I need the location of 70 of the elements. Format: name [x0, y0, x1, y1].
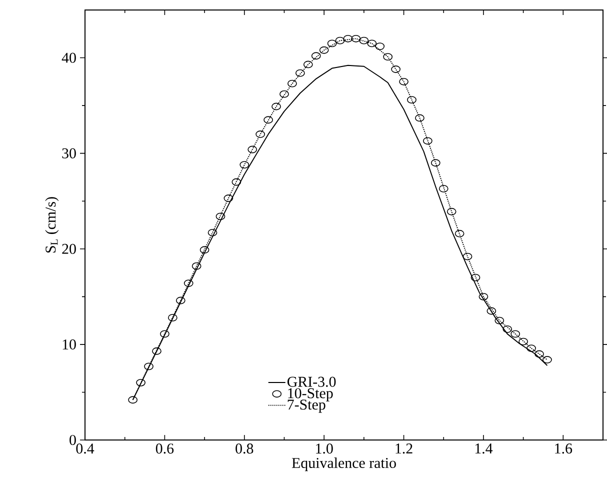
point — [152, 347, 162, 355]
point — [534, 350, 544, 358]
point — [248, 146, 258, 154]
point — [232, 178, 242, 186]
point — [224, 194, 234, 202]
point — [144, 362, 154, 370]
point — [303, 60, 313, 68]
x-tick-label: 1.2 — [396, 444, 412, 454]
point — [160, 330, 170, 338]
point — [200, 246, 210, 254]
point — [272, 102, 281, 110]
point — [311, 52, 321, 60]
x-tick-label: 1.6 — [555, 444, 572, 454]
point — [422, 137, 432, 145]
point — [415, 114, 424, 122]
x-tick-label: 0.8 — [236, 444, 254, 454]
point — [526, 344, 536, 352]
point — [343, 34, 353, 42]
point — [518, 338, 528, 346]
point — [446, 208, 456, 216]
point — [391, 66, 400, 73]
point — [470, 274, 480, 282]
point — [478, 292, 488, 300]
point — [136, 378, 146, 386]
legend-label: 7-Step — [288, 400, 326, 413]
x-tick-label: 1.0 — [316, 444, 333, 454]
legend-label: GRI-3.0 — [287, 376, 336, 387]
point — [264, 116, 273, 124]
point — [454, 230, 464, 238]
point — [208, 228, 218, 236]
point — [438, 184, 448, 192]
y-tick-label: 40 — [62, 52, 76, 63]
point — [192, 262, 202, 270]
point — [407, 96, 416, 104]
point — [335, 36, 345, 44]
point — [288, 80, 297, 88]
point — [486, 307, 496, 315]
point — [494, 316, 504, 324]
point — [240, 161, 250, 168]
y-tick-label: 20 — [62, 244, 76, 254]
point — [375, 42, 385, 50]
point — [359, 36, 369, 44]
point — [295, 69, 305, 77]
y-tick-label: 10 — [62, 339, 76, 350]
point — [327, 40, 337, 48]
point — [383, 53, 393, 61]
y-tick-label: 0 — [70, 434, 76, 446]
y-tick-label: 30 — [62, 148, 76, 158]
point — [510, 330, 520, 338]
x-tick-label: 0.4 — [76, 444, 94, 454]
x-axis-title: Equivalence ratio — [292, 458, 396, 472]
point — [351, 34, 361, 42]
point — [168, 314, 178, 322]
x-tick-label: 1.4 — [475, 444, 493, 454]
point — [319, 46, 329, 54]
point — [184, 280, 194, 287]
point — [128, 396, 138, 404]
point — [542, 356, 552, 364]
point — [502, 325, 512, 333]
x-tick-label: 0.6 — [156, 444, 174, 454]
point — [176, 296, 186, 304]
point — [399, 78, 408, 86]
point — [280, 90, 289, 98]
point — [256, 130, 266, 138]
point — [462, 252, 472, 260]
y-axis-title: S$_{L}$ (cm/s) — [45, 197, 59, 253]
point — [216, 212, 226, 220]
point — [430, 159, 440, 167]
legend-label: 10-Step — [288, 388, 333, 402]
point — [367, 40, 377, 48]
